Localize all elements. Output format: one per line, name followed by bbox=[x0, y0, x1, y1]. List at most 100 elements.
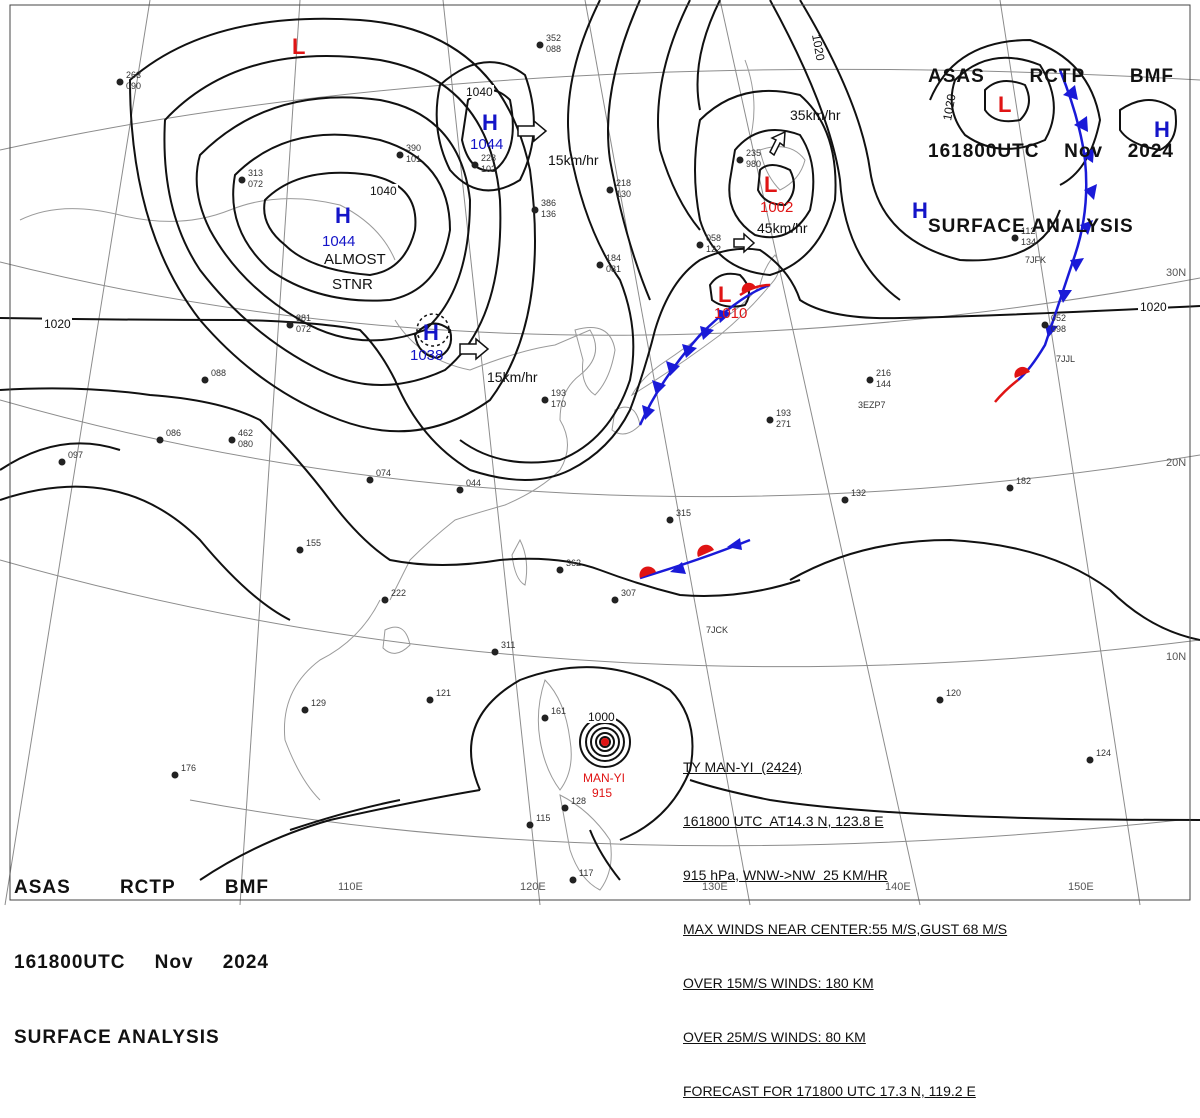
typhoon-isobar bbox=[589, 727, 621, 757]
station-dot bbox=[471, 161, 479, 169]
typhoon-info-line: 161800 UTC AT14.3 N, 123.8 E bbox=[683, 813, 884, 829]
cold-front-pip bbox=[1084, 184, 1097, 200]
station-pressure-value: 080 bbox=[238, 439, 253, 449]
station-dot bbox=[736, 156, 744, 164]
station-pressure-value: 184 bbox=[606, 253, 621, 263]
high-center-value: 1044 bbox=[322, 233, 355, 250]
station-pressure-value: 390 bbox=[406, 143, 421, 153]
isobar bbox=[263, 171, 417, 277]
motion-speed-label: 45km/hr bbox=[757, 220, 808, 236]
low-center-letter: L bbox=[292, 34, 305, 59]
cold-front-pip bbox=[1063, 85, 1078, 100]
station-pressure-value: 315 bbox=[676, 508, 691, 518]
parallel-40n bbox=[0, 68, 1200, 151]
warm-front-semicircle bbox=[741, 282, 756, 292]
isobar bbox=[128, 17, 536, 433]
station-dot bbox=[541, 396, 549, 404]
cold-front-pip bbox=[1081, 148, 1094, 163]
typhoon-man-yi: MAN-YI 915 bbox=[583, 738, 625, 800]
arrow-east bbox=[459, 337, 490, 361]
station-pressure-value: 263 bbox=[126, 70, 141, 80]
station-pressure-value: 386 bbox=[541, 198, 556, 208]
ship-label: 7JCK bbox=[706, 625, 728, 635]
station-dot bbox=[541, 714, 549, 722]
station-pressure-value: 228 bbox=[481, 153, 496, 163]
warm-front-pacific bbox=[994, 379, 1019, 403]
station-dot bbox=[286, 321, 294, 329]
lon-label-110e: 110E bbox=[338, 881, 363, 893]
station-pressure-value: 098 bbox=[1051, 324, 1066, 334]
station-pressure-value: 117 bbox=[579, 868, 593, 878]
station-dot bbox=[536, 41, 544, 49]
station-pressure-value: 218 bbox=[616, 178, 631, 188]
isobar bbox=[694, 89, 837, 277]
isobar bbox=[195, 96, 472, 342]
warm-front-semicircle bbox=[639, 566, 656, 578]
station-dot bbox=[526, 821, 534, 829]
station-pressure-value: 074 bbox=[376, 468, 391, 478]
header-line-1: ASAS RCTP BMF bbox=[928, 64, 1174, 89]
typhoon-info-line: TY MAN-YI (2424) bbox=[683, 759, 802, 775]
station-dot bbox=[116, 78, 124, 86]
lon-label-130e: 130E bbox=[702, 881, 728, 893]
japan-hokkaido bbox=[759, 146, 806, 191]
station-pressure-value: 097 bbox=[68, 450, 83, 460]
station-pressure-value: 462 bbox=[238, 428, 253, 438]
station-pressure-value: 081 bbox=[606, 264, 621, 274]
station-pressure-value: 311 bbox=[501, 640, 515, 650]
korea-coast bbox=[574, 327, 616, 396]
cold-front-pip bbox=[642, 405, 655, 420]
isobar bbox=[0, 485, 291, 621]
high-center-value: 1044 bbox=[470, 136, 503, 153]
indochina bbox=[283, 599, 381, 801]
motion-labels: 15km/hr 15km/hr 35km/hr 45km/hr 15km/hr bbox=[487, 107, 841, 385]
station-dot bbox=[296, 546, 304, 554]
station-dot bbox=[366, 476, 374, 484]
isobar bbox=[470, 666, 694, 841]
station-dot bbox=[396, 151, 404, 159]
high-center-letter: H bbox=[423, 320, 439, 345]
station-pressure-value: 128 bbox=[571, 796, 586, 806]
pressure-centers: H 1044 ALMOST STNR H 1044 H 1038 H H L L… bbox=[292, 34, 1170, 364]
cold-front-pip bbox=[1045, 325, 1058, 338]
header-line-3: SURFACE ANALYSIS bbox=[14, 1025, 269, 1050]
isobar bbox=[413, 322, 453, 360]
surface-analysis-map: 263 313 381 462 390 352 228 386 218 184 235 058 112 0… bbox=[0, 0, 1200, 906]
station-pressure-value: 352 bbox=[546, 33, 561, 43]
warm-front-semicircle bbox=[1014, 366, 1030, 378]
station-dot bbox=[156, 436, 164, 444]
station-pressure-value: 086 bbox=[166, 428, 181, 438]
station-dot bbox=[841, 496, 849, 504]
low-center-value: 1002 bbox=[760, 199, 793, 216]
station-pressure-value: 112 bbox=[1021, 226, 1035, 236]
cold-front-pip bbox=[727, 538, 742, 550]
cold-front-pip bbox=[1080, 220, 1093, 235]
isobar bbox=[950, 56, 1055, 150]
meridian-110e bbox=[239, 0, 301, 906]
arrow-east bbox=[733, 232, 756, 254]
typhoon-info-block: TY MAN-YI (2424) 161800 UTC AT14.3 N, 12… bbox=[683, 722, 1007, 1118]
meridian-140e bbox=[719, 0, 921, 906]
station-pressure-value: 136 bbox=[541, 209, 556, 219]
isobar bbox=[232, 133, 452, 302]
isobar-label: 1040 bbox=[466, 85, 493, 99]
station-dot bbox=[171, 771, 179, 779]
low-center-value: 1010 bbox=[714, 305, 747, 322]
chart-header-top-right: ASAS RCTP BMF 161800UTC Nov 2024 SURFACE… bbox=[928, 14, 1174, 264]
cold-front-pip bbox=[700, 326, 714, 340]
header-line-2: 161800UTC Nov 2024 bbox=[14, 950, 269, 975]
station-dot bbox=[561, 804, 569, 812]
station-pressure-value: 130 bbox=[616, 189, 631, 199]
lat-label-30n: 30N bbox=[1166, 267, 1186, 279]
cold-front-pip bbox=[1074, 116, 1088, 132]
station-pressure-value: 072 bbox=[296, 324, 311, 334]
ship-label: 7JJL bbox=[1056, 354, 1075, 364]
station-dot bbox=[1041, 321, 1049, 329]
station-pressure-value: 124 bbox=[1096, 748, 1111, 758]
station-dot bbox=[301, 706, 309, 714]
parallel-10n bbox=[0, 559, 1200, 668]
station-pressure-value: 381 bbox=[296, 313, 311, 323]
station-dot bbox=[456, 486, 464, 494]
station-dot bbox=[58, 458, 66, 466]
high-1038-dashed-ring bbox=[416, 313, 450, 347]
